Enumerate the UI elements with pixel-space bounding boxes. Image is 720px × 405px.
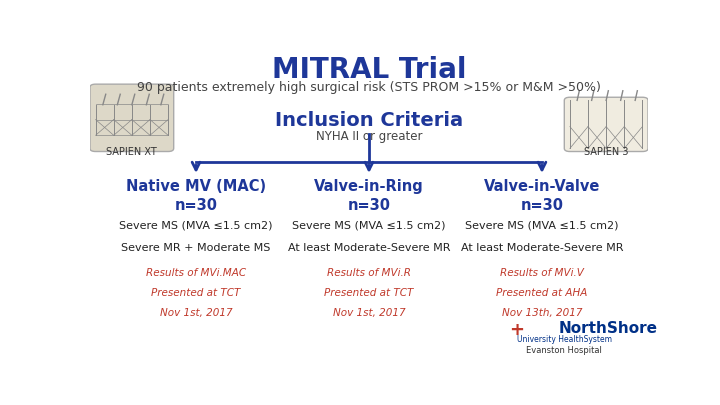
Text: Severe MS (MVA ≤1.5 cm2): Severe MS (MVA ≤1.5 cm2) (292, 221, 446, 231)
Text: Valve-in-Ring: Valve-in-Ring (314, 179, 424, 194)
Text: Results of MVi.R: Results of MVi.R (327, 269, 411, 279)
Text: Evanston Hospital: Evanston Hospital (526, 346, 602, 355)
Text: SAPIEN XT: SAPIEN XT (107, 147, 157, 157)
Text: Native MV (MAC): Native MV (MAC) (126, 179, 266, 194)
Text: Presented at TCT: Presented at TCT (324, 288, 414, 298)
Text: n=30: n=30 (348, 198, 390, 213)
Text: +: + (509, 322, 524, 339)
Text: n=30: n=30 (174, 198, 217, 213)
Text: Nov 1st, 2017: Nov 1st, 2017 (160, 308, 233, 318)
Text: n=30: n=30 (521, 198, 564, 213)
Text: Severe MS (MVA ≤1.5 cm2): Severe MS (MVA ≤1.5 cm2) (120, 221, 273, 231)
Text: NorthShore: NorthShore (559, 321, 658, 336)
Text: Valve-in-Valve: Valve-in-Valve (484, 179, 600, 194)
Text: Results of MVi.V: Results of MVi.V (500, 269, 584, 279)
Text: At least Moderate-Severe MR: At least Moderate-Severe MR (288, 243, 450, 253)
Text: Presented at AHA: Presented at AHA (496, 288, 588, 298)
Text: Nov 13th, 2017: Nov 13th, 2017 (502, 308, 582, 318)
FancyBboxPatch shape (90, 84, 174, 151)
Text: Severe MR + Moderate MS: Severe MR + Moderate MS (122, 243, 271, 253)
Text: SAPIEN 3: SAPIEN 3 (584, 147, 629, 157)
Text: At least Moderate-Severe MR: At least Moderate-Severe MR (461, 243, 624, 253)
Text: Results of MVi.MAC: Results of MVi.MAC (146, 269, 246, 279)
Text: University HealthSystem: University HealthSystem (517, 335, 612, 344)
Text: Inclusion Criteria: Inclusion Criteria (275, 111, 463, 130)
Text: Presented at TCT: Presented at TCT (151, 288, 240, 298)
Text: Severe MS (MVA ≤1.5 cm2): Severe MS (MVA ≤1.5 cm2) (465, 221, 618, 231)
Text: NYHA II or greater: NYHA II or greater (316, 130, 422, 143)
Text: 90 patients extremely high surgical risk (STS PROM >15% or M&M >50%): 90 patients extremely high surgical risk… (137, 81, 601, 94)
FancyBboxPatch shape (564, 97, 648, 151)
Text: MITRAL Trial: MITRAL Trial (271, 56, 467, 84)
Text: Nov 1st, 2017: Nov 1st, 2017 (333, 308, 405, 318)
